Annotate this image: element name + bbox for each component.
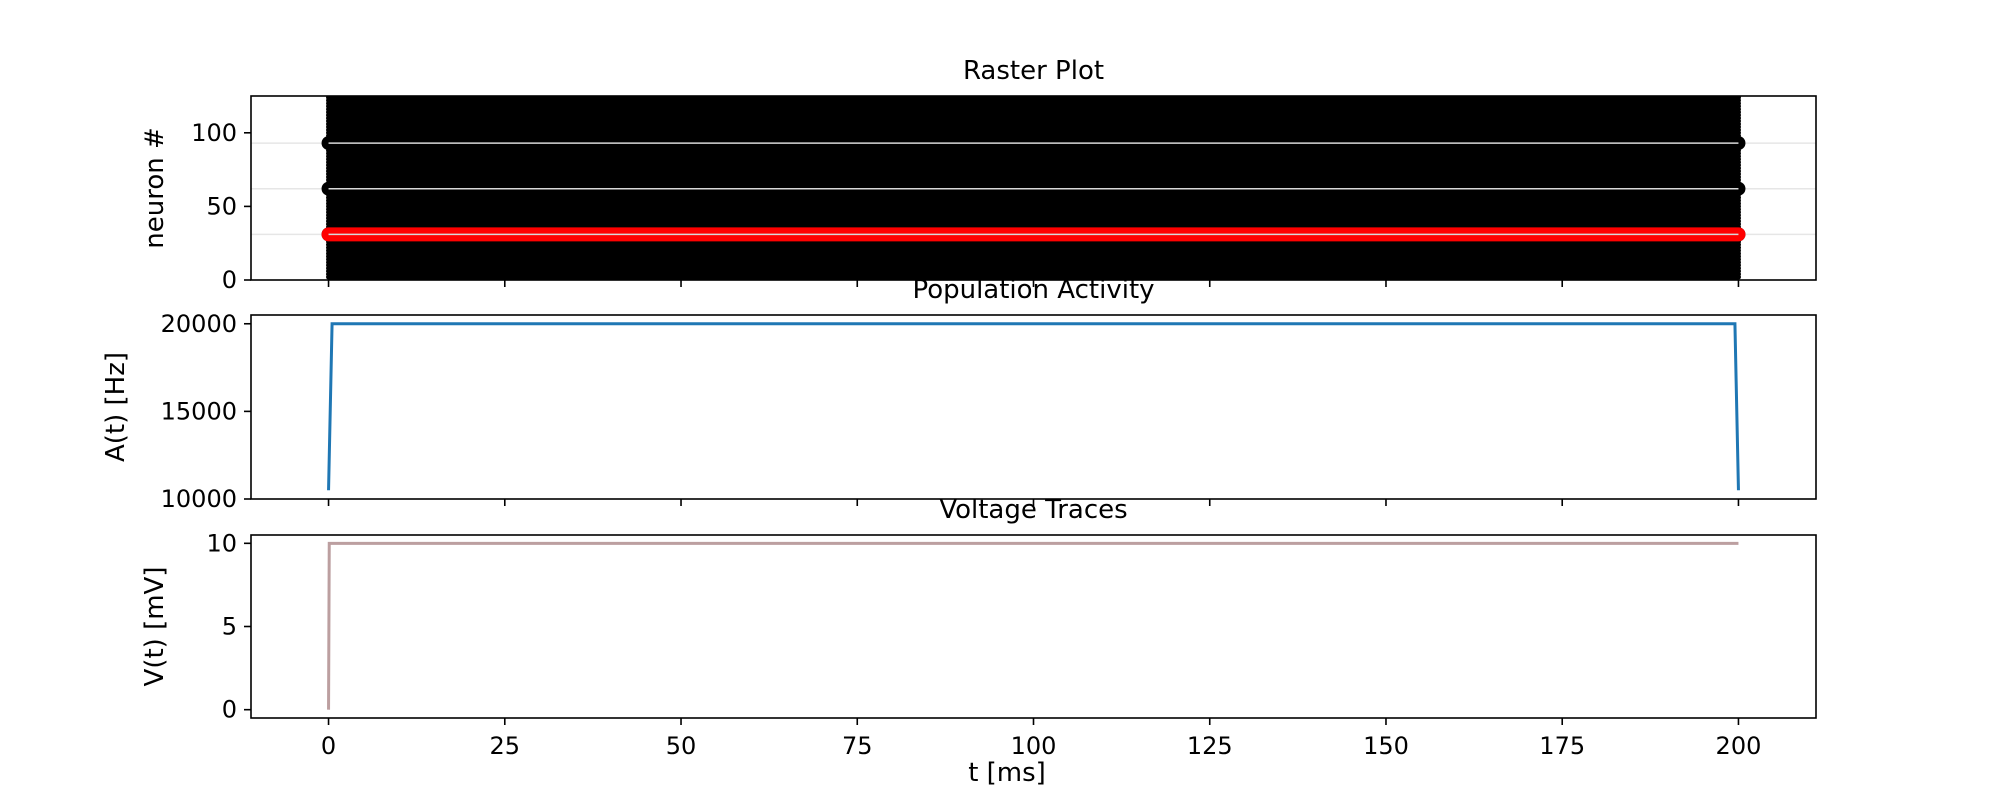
raster-panel: 0 50 100 Raster Plot neuron # bbox=[140, 56, 1817, 294]
series-line-0 bbox=[327, 322, 1740, 491]
y-tick-label: 0 bbox=[222, 696, 237, 724]
x-tick-label: 50 bbox=[666, 732, 697, 760]
x-tick-label: 200 bbox=[1716, 732, 1762, 760]
y-tick-label: 15000 bbox=[161, 397, 237, 425]
panel-title: Voltage Traces bbox=[939, 495, 1127, 525]
panel-title: Raster Plot bbox=[963, 56, 1104, 86]
y-axis-label: V(t) [mV] bbox=[140, 567, 170, 687]
x-tick-label: 75 bbox=[842, 732, 873, 760]
x-tick-label: 25 bbox=[490, 732, 521, 760]
y-tick-label: 10 bbox=[206, 529, 237, 557]
plot-content bbox=[327, 541, 1739, 710]
plot-area bbox=[251, 535, 1816, 718]
y-tick-label: 20000 bbox=[161, 310, 237, 338]
y-tick-label: 10000 bbox=[161, 485, 237, 513]
x-tick-label: 125 bbox=[1187, 732, 1233, 760]
series-line-0 bbox=[327, 541, 1739, 710]
y-tick-label: 100 bbox=[191, 119, 237, 147]
y-axis-label: neuron # bbox=[140, 127, 170, 249]
panel-title: Population Activity bbox=[912, 275, 1154, 305]
x-tick-label: 100 bbox=[1011, 732, 1057, 760]
x-tick-label: 175 bbox=[1539, 732, 1585, 760]
y-tick-label: 50 bbox=[206, 192, 237, 220]
x-tick-label: 0 bbox=[321, 732, 336, 760]
y-tick-label: 0 bbox=[222, 266, 237, 294]
plot-content bbox=[251, 96, 1816, 280]
plot-area bbox=[251, 315, 1816, 499]
y-tick-label: 5 bbox=[222, 613, 237, 641]
population-panel: 10000 15000 20000 Population Activity A(t) [… bbox=[101, 275, 1817, 513]
x-tick-label: 150 bbox=[1363, 732, 1409, 760]
plot-content bbox=[327, 322, 1740, 491]
x-axis-label: t [ms] bbox=[968, 758, 1046, 788]
y-axis-label: A(t) [Hz] bbox=[101, 352, 131, 462]
